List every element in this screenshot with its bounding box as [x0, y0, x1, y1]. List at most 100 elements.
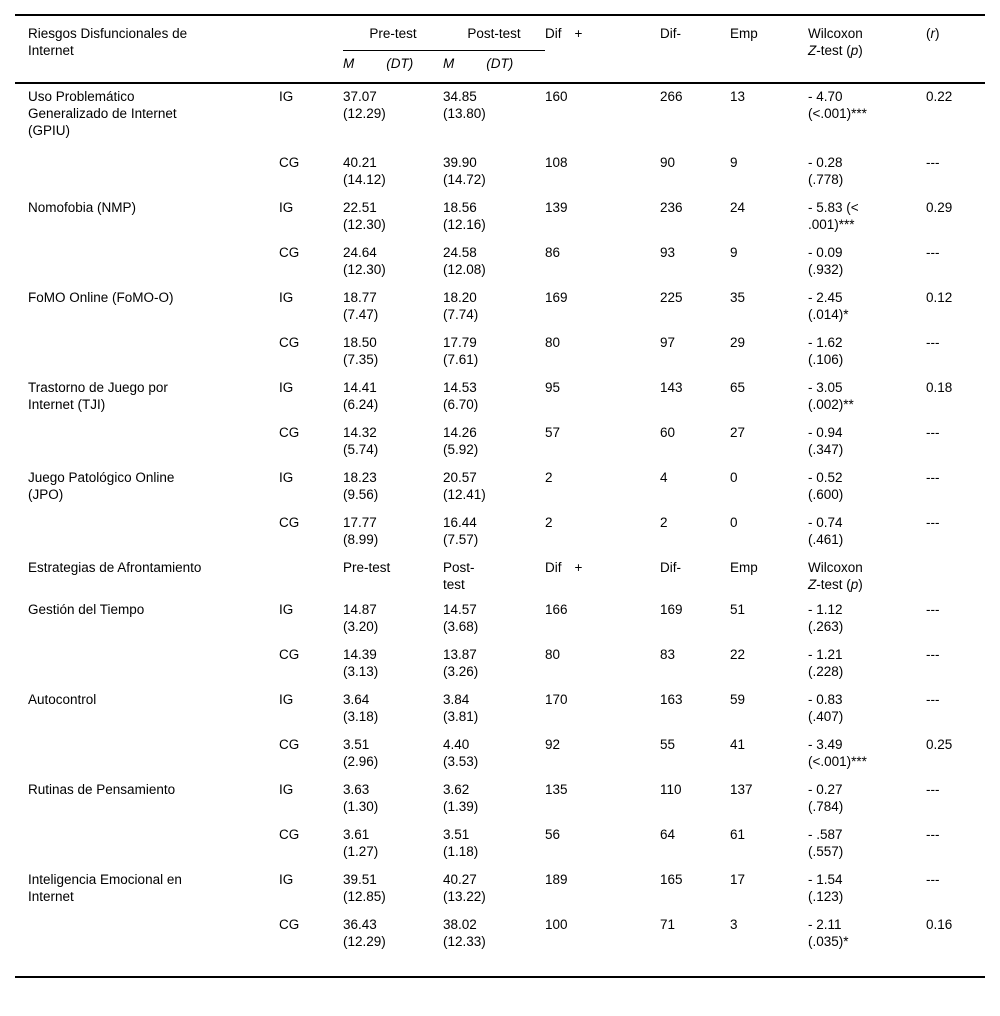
wilcoxon-cell: - 5.83 (< .001)***	[808, 200, 859, 232]
table-row: Nomofobia (NMP) IG 22.51 (12.30) 18.56 (12…	[15, 195, 985, 240]
group-cell: IG	[279, 782, 294, 797]
dif-plus-cell: 100	[545, 917, 568, 932]
dif-minus-cell: 225	[660, 290, 683, 305]
table-row: CG 3.61 (1.27) 3.51 (1.18) 56 64 61 - .587…	[15, 822, 985, 867]
plus-sign: +	[574, 26, 583, 41]
wilcoxon-cell: - 2.45 (.014)*	[808, 290, 849, 322]
dif-plus-cell: 80	[545, 647, 561, 662]
dif-plus-cell: 57	[545, 425, 561, 440]
emp-cell: 3	[730, 917, 738, 932]
dif-plus-cell: 95	[545, 380, 561, 395]
construct-label	[15, 642, 279, 687]
column-header-group	[279, 15, 343, 84]
column-header-dif-plus: Dif +	[545, 15, 660, 84]
posttest-cell: 18.56 (12.16)	[443, 200, 486, 232]
emp-cell: 35	[730, 290, 746, 305]
table-row: CG 24.64 (12.30) 24.58 (12.08) 86 93 9 - 0…	[15, 240, 985, 285]
effect-size-cell: ---	[926, 470, 940, 485]
posttest-cell: 14.57 (3.68)	[443, 602, 479, 634]
wilcoxon-cell: - 0.27 (.784)	[808, 782, 844, 814]
wilcoxon-cell: - 1.21 (.228)	[808, 647, 844, 679]
pretest-cell: 39.51 (12.85)	[343, 872, 386, 904]
effect-size-cell: ---	[926, 647, 940, 662]
pretest-cell: 37.07 (12.29)	[343, 89, 386, 121]
header-row-1: Riesgos Disfuncionales de Internet Pre-t…	[15, 15, 985, 84]
pretest-cell: 3.51 (2.96)	[343, 737, 379, 769]
dif-minus-cell: 83	[660, 647, 676, 662]
emp-cell: 51	[730, 602, 746, 617]
effect-size-cell: 0.18	[926, 380, 953, 395]
wilcoxon-cell: - .587 (.557)	[808, 827, 844, 859]
group-cell: IG	[279, 89, 294, 104]
dif-plus-cell: 108	[545, 155, 568, 170]
dif-plus-cell: 56	[545, 827, 561, 842]
posttest-cell: 3.84 (3.81)	[443, 692, 479, 724]
group-cell: IG	[279, 872, 294, 887]
dif-plus-cell: 166	[545, 602, 568, 617]
posttest-cell: 13.87 (3.26)	[443, 647, 479, 679]
group-cell: CG	[279, 425, 300, 440]
table-row: Gestión del Tiempo IG 14.87 (3.20) 14.57(…	[15, 597, 985, 642]
dif-minus-cell: 60	[660, 425, 676, 440]
posttest-cell: 20.57 (12.41)	[443, 470, 486, 502]
table-body: Uso Problemático Generalizado de Interne…	[15, 83, 985, 977]
posttest-cell: 4.40 (3.53)	[443, 737, 479, 769]
dif-minus-cell: 55	[660, 737, 676, 752]
subheader-pretest-m-dt: M (DT)	[343, 50, 443, 84]
dif-minus-cell: 236	[660, 200, 683, 215]
construct-label: Autocontrol	[28, 692, 97, 707]
dif-minus-cell: 169	[660, 602, 683, 617]
header-title: Riesgos Disfuncionales de Internet	[28, 26, 188, 58]
dif-minus-cell: 93	[660, 245, 676, 260]
header-row-2: M (DT) M (DT)	[15, 50, 985, 84]
group-cell: CG	[279, 737, 300, 752]
group-cell: CG	[279, 155, 300, 170]
effect-size-cell	[920, 555, 985, 597]
wilcoxon-cell: - 0.09 (.932)	[808, 245, 844, 277]
posttest-cell: 34.85 (13.80)	[443, 89, 486, 121]
emp-cell: 24	[730, 200, 746, 215]
posttest-cell: 17.79 (7.61)	[443, 335, 479, 367]
posttest-cell: 18.20 (7.74)	[443, 290, 479, 322]
pretest-cell: 14.39 (3.13)	[343, 647, 379, 679]
table-row: Autocontrol IG 3.64 (3.18) 3.84 (3.81) 170…	[15, 687, 985, 732]
posttest-cell: 38.02 (12.33)	[443, 917, 486, 949]
effect-size-cell: 0.12	[926, 290, 953, 305]
effect-size-cell: ---	[926, 872, 940, 887]
table-row: CG 14.39 (3.13) 13.87 (3.26) 80 83 22 - 1.…	[15, 642, 985, 687]
effect-size-cell: 0.16	[926, 917, 953, 932]
dif-plus-cell: 170	[545, 692, 568, 707]
construct-label	[15, 510, 279, 555]
group-cell: CG	[279, 647, 300, 662]
section-emp-header: Emp	[730, 560, 758, 575]
effect-size-cell: ---	[926, 602, 940, 617]
table-header: Riesgos Disfuncionales de Internet Pre-t…	[15, 15, 985, 84]
table-row: CG 40.21 (14.12) 39.90 (14.72) 108 90 9 - …	[15, 150, 985, 195]
construct-label: Trastorno de Juego por Internet (TJI)	[28, 380, 168, 412]
construct-label	[15, 912, 279, 977]
group-cell: IG	[279, 692, 294, 707]
wilcoxon-cell: - 0.28 (.778)	[808, 155, 844, 187]
wilcoxon-cell: - 1.54 (.123)	[808, 872, 844, 904]
pretest-cell: 17.77 (8.99)	[343, 515, 379, 547]
wilcoxon-cell: - 3.05 (.002)**	[808, 380, 854, 412]
pretest-cell: 36.43 (12.29)	[343, 917, 386, 949]
wilcoxon-cell: - 1.12 (.263)	[808, 602, 844, 634]
column-header-wilcoxon: Wilcoxon Z-test (p)	[808, 15, 920, 84]
emp-cell: 13	[730, 89, 746, 104]
dif-plus-cell: 135	[545, 782, 568, 797]
group-cell: IG	[279, 470, 294, 485]
dif-minus-cell: 64	[660, 827, 676, 842]
section-dif-plus-header: Dif +	[545, 560, 583, 575]
column-header-pretest: Pre-test	[369, 26, 417, 41]
dif-minus-cell: 71	[660, 917, 676, 932]
section-header-row: Estrategias de Afrontamiento Pre-test Po…	[15, 555, 985, 597]
construct-label	[15, 240, 279, 285]
column-header-r: (r)	[920, 15, 985, 84]
dif-plus-cell: 80	[545, 335, 561, 350]
emp-cell: 9	[730, 155, 738, 170]
emp-cell: 137	[730, 782, 753, 797]
wilcoxon-cell: - 3.49 (<.001)***	[808, 737, 867, 769]
group-cell: IG	[279, 290, 294, 305]
group-cell: CG	[279, 827, 300, 842]
